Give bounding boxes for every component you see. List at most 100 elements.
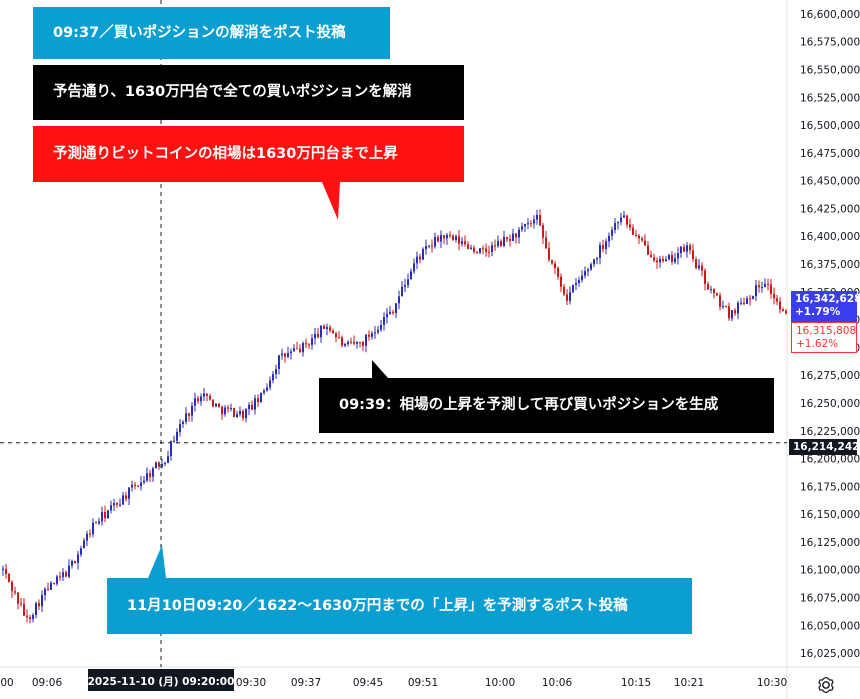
candle-body <box>68 565 70 577</box>
candle-body <box>653 257 655 261</box>
candle-body <box>407 279 409 286</box>
candle-body <box>596 258 598 260</box>
candle-body <box>254 398 256 410</box>
candle-body <box>782 309 784 311</box>
candle-body <box>200 396 202 402</box>
candle-body <box>245 409 247 419</box>
candle-body <box>578 280 580 284</box>
candle-body <box>677 253 679 259</box>
candle-body <box>32 614 34 619</box>
candle-body <box>434 237 436 247</box>
candle-body <box>182 421 184 424</box>
last-price-badge: 16,342,628 +1.79% <box>791 291 860 322</box>
candle-body <box>344 343 346 346</box>
candle-body <box>665 259 667 262</box>
new-position-pointer <box>372 360 388 378</box>
candle-body <box>425 245 427 250</box>
candle-body <box>755 285 757 297</box>
candle-body <box>785 310 787 314</box>
candle-body <box>707 283 709 290</box>
candle-body <box>233 408 235 417</box>
candle-body <box>587 269 589 272</box>
candle-body <box>638 235 640 239</box>
x-tick-label: 09:06 <box>32 677 63 689</box>
candle-body <box>374 332 376 334</box>
candle-body <box>392 311 394 314</box>
candle-body <box>194 398 196 406</box>
candle-body <box>371 333 373 337</box>
y-tick-label: 16,425,000 <box>800 203 860 215</box>
candle-body <box>389 311 391 314</box>
candle-body <box>80 548 82 555</box>
y-tick-label: 16,250,000 <box>800 398 860 410</box>
candle-body <box>518 229 520 238</box>
candle-body <box>176 431 178 441</box>
candle-body <box>197 398 199 402</box>
forecast-note-label: 予測通りビットコインの相場は1630万円台まで上昇 <box>33 126 464 182</box>
candle-body <box>107 510 109 519</box>
y-tick-label: 16,600,000 <box>800 9 860 21</box>
candle-body <box>119 504 121 506</box>
closed-note-label: 予告通り、1630万円台で全ての買いポジションを解消 <box>33 65 464 120</box>
candle-body <box>98 521 100 524</box>
second-price-change: +1.62% <box>796 338 839 350</box>
candle-body <box>239 410 241 415</box>
candle-body <box>497 241 499 246</box>
candle-body <box>116 503 118 505</box>
candle-body <box>530 223 532 225</box>
candle-body <box>149 473 151 477</box>
candle-body <box>383 317 385 325</box>
candle-body <box>467 244 469 249</box>
candle-body <box>455 236 457 240</box>
candle-body <box>521 226 523 230</box>
candle-body <box>692 250 694 260</box>
candle-body <box>644 240 646 246</box>
candle-body <box>491 245 493 252</box>
candle-body <box>767 284 769 286</box>
candle-body <box>41 595 43 607</box>
y-tick-label: 16,475,000 <box>800 148 860 160</box>
candle-body <box>167 456 169 464</box>
y-tick-label: 16,200,000 <box>800 454 860 466</box>
candle-body <box>350 341 352 343</box>
y-tick-label: 16,025,000 <box>800 648 860 660</box>
candle-body <box>71 561 73 566</box>
candle-body <box>575 283 577 286</box>
candle-body <box>536 215 538 220</box>
candle-body <box>605 241 607 249</box>
candle-body <box>23 603 25 616</box>
candle-body <box>569 292 571 301</box>
candle-body <box>62 572 64 577</box>
candle-body <box>533 219 535 224</box>
candle-body <box>212 399 214 407</box>
candle-body <box>440 235 442 242</box>
candle-body <box>416 256 418 264</box>
candle-body <box>179 423 181 432</box>
candle-body <box>563 286 565 295</box>
gear-icon[interactable] <box>816 675 836 695</box>
candle-body <box>188 413 190 416</box>
candle-body <box>77 554 79 563</box>
candle-body <box>260 392 262 403</box>
original-post-label: 11月10日09:20／1622〜1630万円までの「上昇」を予測するポスト投稿 <box>107 578 692 634</box>
candle-body <box>620 217 622 223</box>
candle-body <box>173 440 175 442</box>
candle-body <box>542 225 544 238</box>
x-tick-label: 10:21 <box>674 677 704 689</box>
y-tick-label: 16,150,000 <box>800 509 860 521</box>
new-position-label: 09:39：相場の上昇を予測して再び買いポジションを生成 <box>319 378 774 433</box>
candle-body <box>35 603 37 615</box>
candle-body <box>746 298 748 305</box>
candle-body <box>761 286 763 288</box>
last-price-value: 16,342,628 <box>795 293 860 305</box>
candle-body <box>548 248 550 260</box>
candle-body <box>572 285 574 293</box>
y-tick-label: 16,500,000 <box>800 120 860 132</box>
candle-body <box>287 353 289 357</box>
crosshair-time-label: 2025-11-10 (月) 09:20:00 <box>88 676 235 688</box>
candle-body <box>53 582 55 584</box>
x-tick-label: 09:37 <box>291 677 321 689</box>
candle-body <box>293 348 295 352</box>
candle-body <box>449 235 451 237</box>
candle-body <box>170 440 172 457</box>
